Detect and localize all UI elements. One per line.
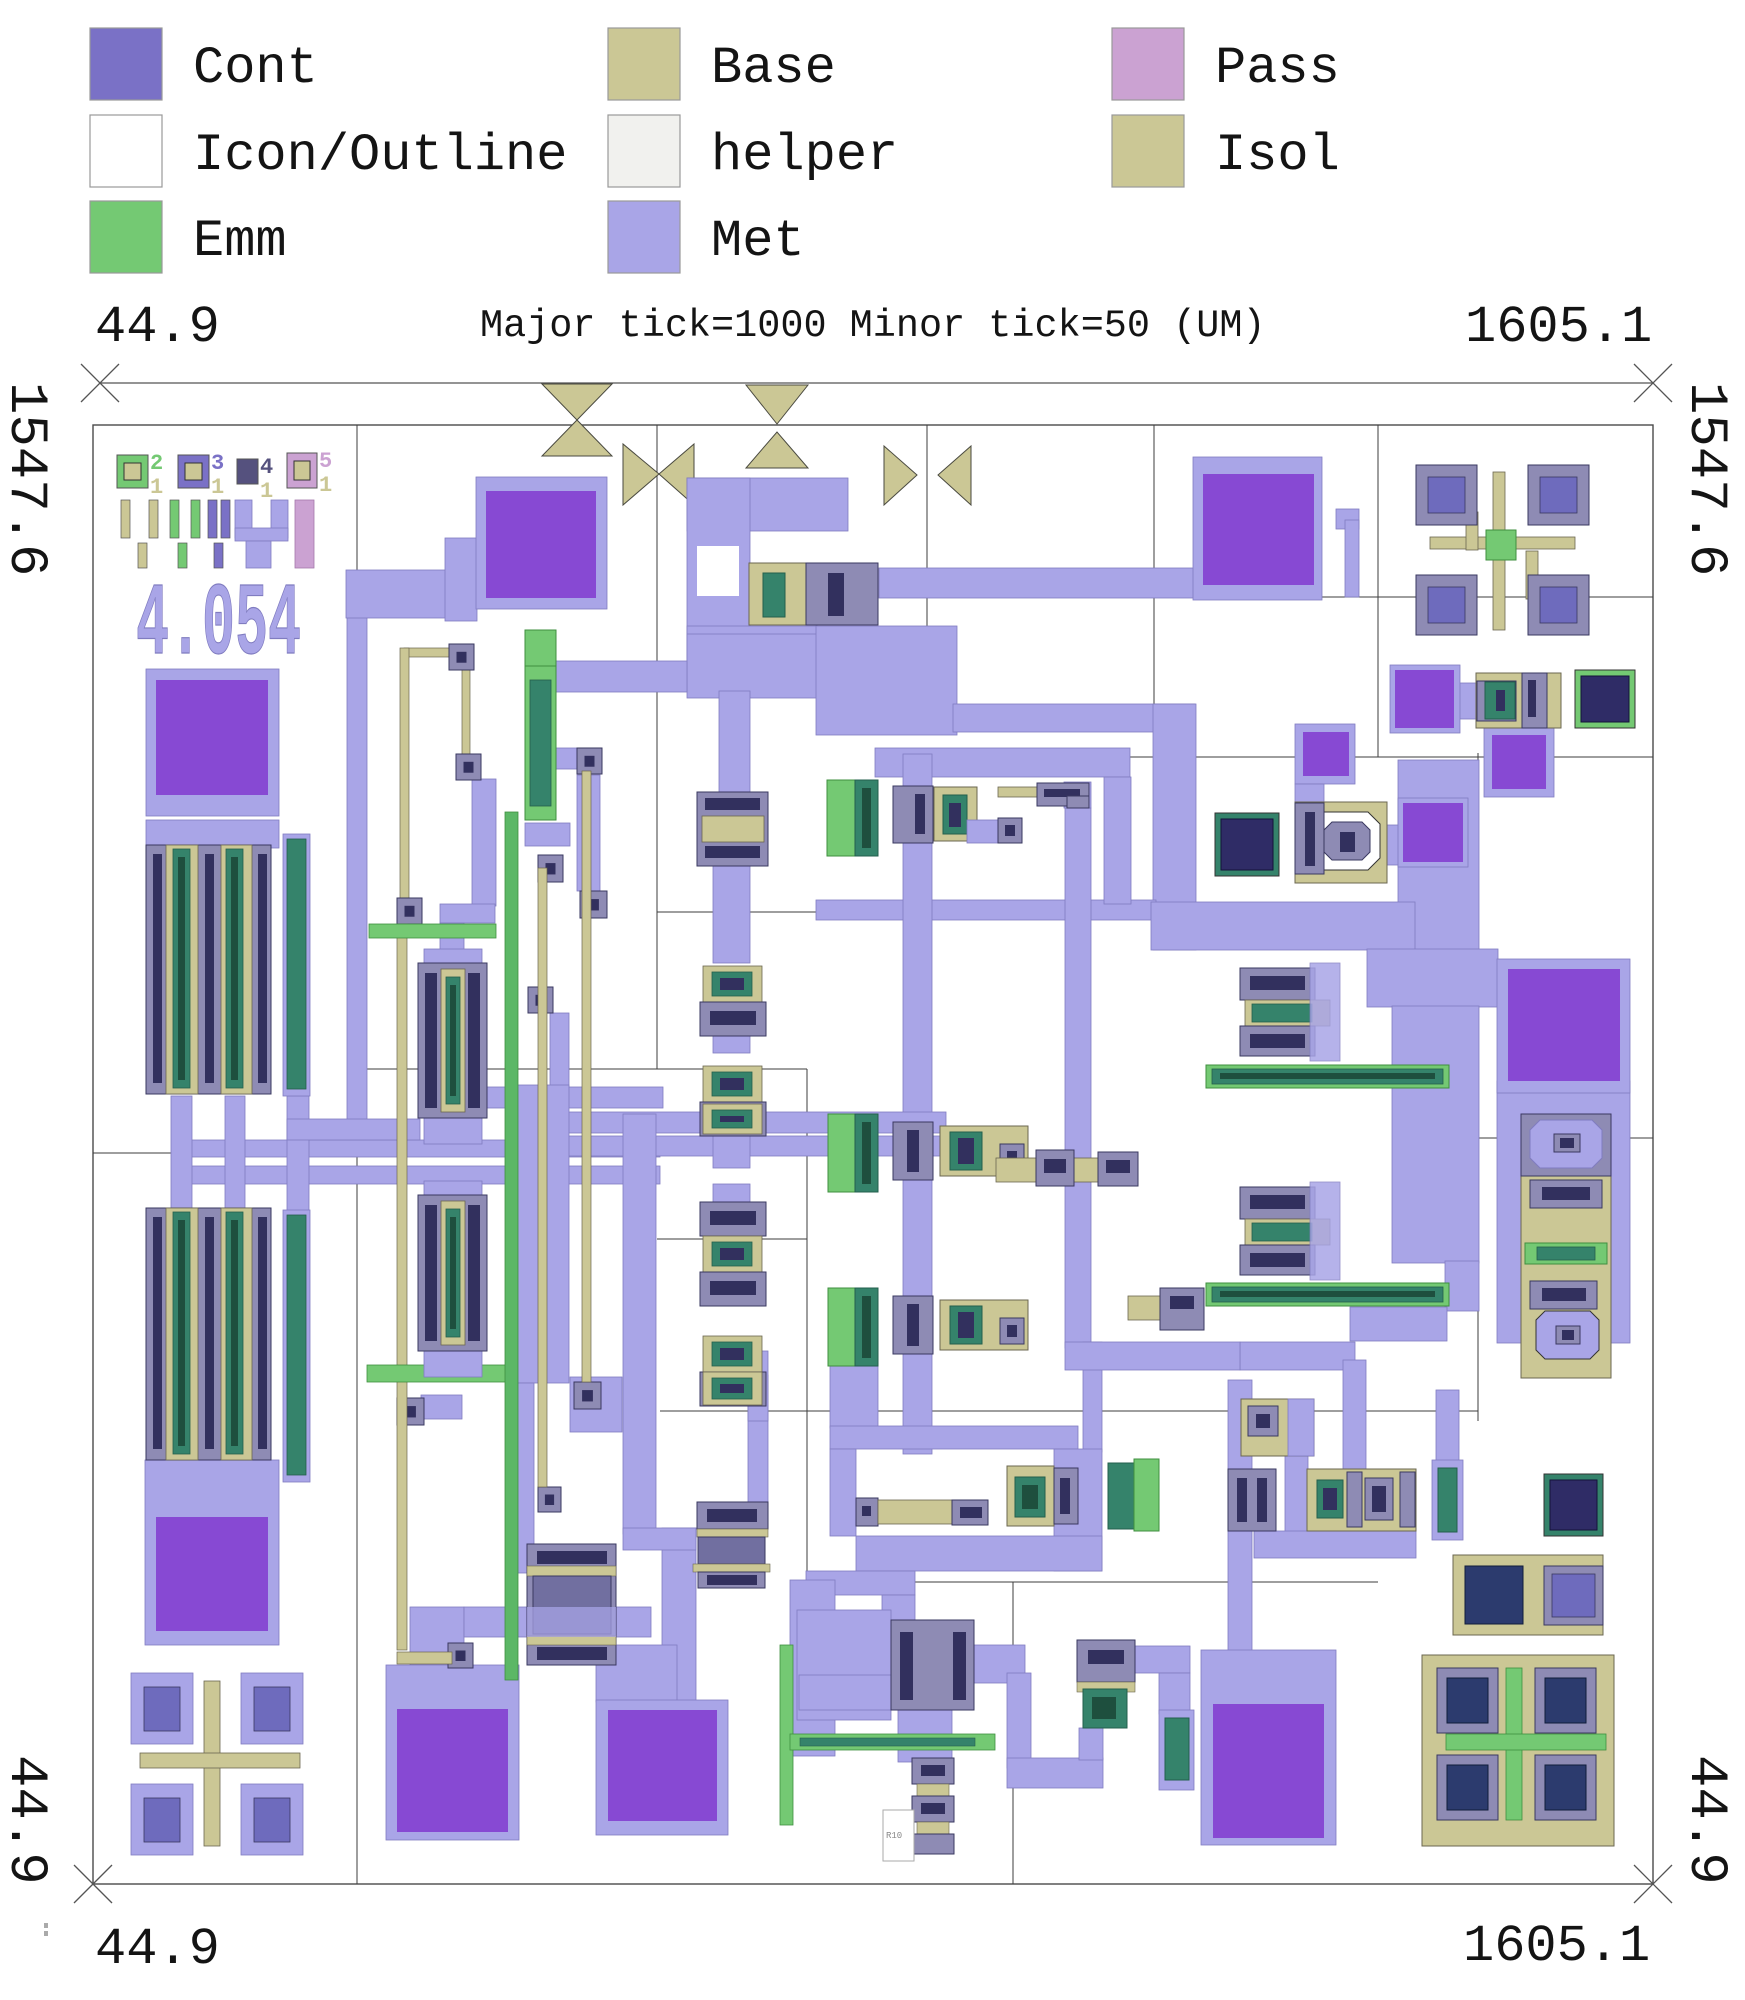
svg-text:1605.1: 1605.1 — [1463, 1917, 1650, 1976]
svg-text:1547.6: 1547.6 — [1675, 382, 1736, 576]
svg-text:Cont: Cont — [193, 39, 318, 98]
svg-text:5: 5 — [319, 449, 332, 474]
svg-text:Base: Base — [711, 39, 836, 98]
svg-text:3: 3 — [211, 451, 224, 476]
svg-text:1: 1 — [319, 473, 332, 498]
svg-text:1: 1 — [150, 475, 163, 500]
svg-text:1: 1 — [211, 475, 224, 500]
svg-text:Met: Met — [711, 212, 805, 271]
svg-text:44.9: 44.9 — [95, 298, 220, 357]
svg-text:Pass: Pass — [1215, 39, 1340, 98]
svg-text:Major tick=1000 Minor tick=50: Major tick=1000 Minor tick=50 (UM) — [480, 304, 1266, 348]
svg-text:R10: R10 — [886, 1831, 902, 1841]
svg-text:1605.1: 1605.1 — [1465, 298, 1652, 357]
svg-text:44.9: 44.9 — [95, 1920, 220, 1979]
svg-text:2: 2 — [150, 451, 163, 476]
svg-text:helper: helper — [711, 126, 898, 185]
svg-text:4: 4 — [260, 455, 273, 480]
svg-text:Isol: Isol — [1215, 126, 1340, 185]
svg-text:1: 1 — [260, 479, 273, 504]
svg-text:4.054: 4.054 — [136, 567, 301, 684]
svg-text:44.9: 44.9 — [0, 1755, 56, 1885]
svg-text:Emm: Emm — [193, 212, 287, 271]
svg-text:1547.6: 1547.6 — [0, 382, 56, 576]
svg-text:44.9: 44.9 — [1675, 1755, 1736, 1885]
svg-text:Icon/Outline: Icon/Outline — [193, 126, 567, 185]
